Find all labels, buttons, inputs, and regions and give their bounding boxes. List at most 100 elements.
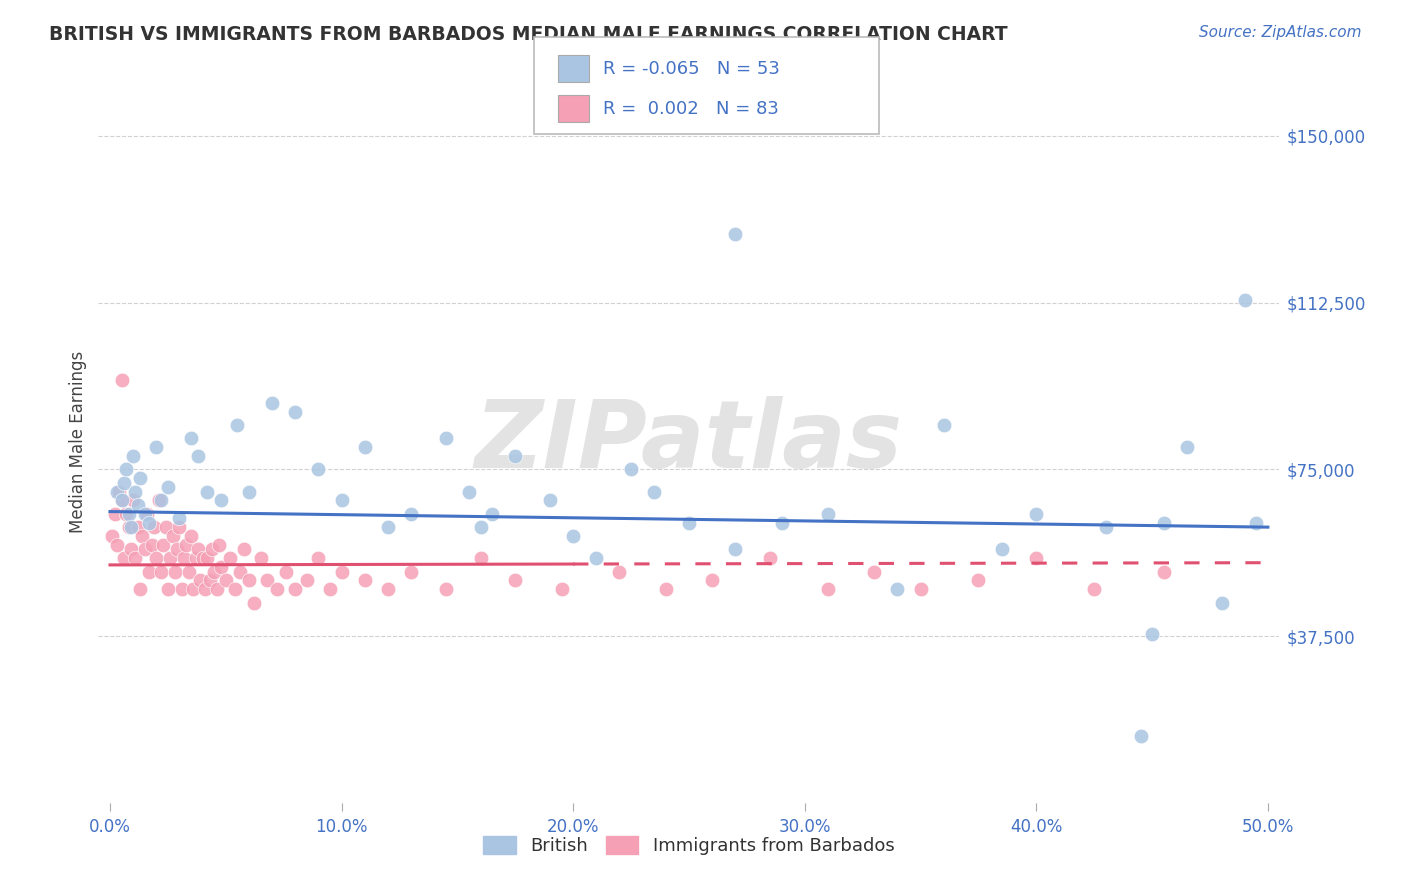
Point bbox=[105, 538, 128, 552]
Point bbox=[162, 529, 184, 543]
Point bbox=[655, 582, 678, 597]
Point bbox=[238, 574, 260, 588]
Y-axis label: Median Male Earnings: Median Male Earnings bbox=[69, 351, 87, 533]
Point bbox=[700, 574, 723, 588]
Point bbox=[209, 560, 232, 574]
Point bbox=[215, 574, 238, 588]
Point bbox=[122, 493, 145, 508]
Point bbox=[724, 227, 747, 241]
Point bbox=[176, 538, 198, 552]
Point bbox=[201, 542, 224, 557]
Point bbox=[163, 565, 186, 579]
Point bbox=[458, 484, 481, 499]
Point bbox=[1246, 516, 1268, 530]
Point bbox=[233, 542, 256, 557]
Point bbox=[1025, 507, 1047, 521]
Point bbox=[143, 520, 166, 534]
Point bbox=[180, 431, 202, 445]
Point bbox=[152, 538, 174, 552]
Point bbox=[127, 498, 149, 512]
Point bbox=[105, 484, 128, 499]
Point bbox=[191, 551, 214, 566]
Point bbox=[184, 551, 207, 566]
Point bbox=[156, 480, 179, 494]
Point bbox=[145, 440, 167, 454]
Point bbox=[195, 484, 218, 499]
Point bbox=[115, 462, 138, 476]
Point bbox=[187, 542, 209, 557]
Point bbox=[187, 449, 209, 463]
Point bbox=[110, 373, 132, 387]
Point bbox=[112, 475, 135, 490]
Point bbox=[1083, 582, 1105, 597]
Point bbox=[134, 542, 156, 557]
Point bbox=[399, 507, 422, 521]
Point bbox=[678, 516, 700, 530]
Point bbox=[173, 551, 195, 566]
Point bbox=[434, 582, 457, 597]
Point bbox=[195, 551, 218, 566]
Point bbox=[205, 582, 228, 597]
Point bbox=[330, 565, 353, 579]
Point bbox=[188, 574, 211, 588]
Point bbox=[110, 493, 132, 508]
Point bbox=[145, 551, 167, 566]
Point bbox=[609, 565, 631, 579]
Point bbox=[353, 440, 375, 454]
Point bbox=[166, 542, 188, 557]
Point bbox=[256, 574, 278, 588]
Point bbox=[470, 551, 492, 566]
Point bbox=[124, 551, 146, 566]
Point bbox=[141, 538, 163, 552]
Point bbox=[138, 565, 160, 579]
Point bbox=[284, 582, 307, 597]
Point bbox=[131, 529, 153, 543]
Point bbox=[104, 507, 127, 521]
Point bbox=[470, 520, 492, 534]
Point bbox=[1233, 293, 1256, 308]
Point bbox=[503, 449, 526, 463]
Point bbox=[169, 511, 191, 525]
Point bbox=[990, 542, 1012, 557]
Point bbox=[136, 507, 159, 521]
Point bbox=[202, 565, 225, 579]
Point bbox=[967, 574, 990, 588]
Point bbox=[110, 493, 132, 508]
Point bbox=[886, 582, 908, 597]
Point bbox=[330, 493, 353, 508]
Point bbox=[149, 493, 172, 508]
Point bbox=[307, 551, 329, 566]
Point bbox=[262, 395, 284, 409]
Point bbox=[353, 574, 375, 588]
Point bbox=[108, 484, 131, 499]
Point bbox=[149, 565, 172, 579]
Point bbox=[759, 551, 782, 566]
Point bbox=[817, 507, 839, 521]
Point bbox=[503, 574, 526, 588]
Point bbox=[770, 516, 793, 530]
Point bbox=[122, 449, 145, 463]
Point bbox=[224, 582, 246, 597]
Point bbox=[148, 493, 170, 508]
Point bbox=[120, 542, 142, 557]
Point bbox=[284, 404, 307, 418]
Point bbox=[550, 582, 572, 597]
Point bbox=[274, 565, 297, 579]
Point bbox=[198, 574, 221, 588]
Point bbox=[129, 582, 152, 597]
Point bbox=[155, 520, 177, 534]
Point bbox=[1153, 516, 1175, 530]
Point bbox=[115, 507, 138, 521]
Point bbox=[1153, 565, 1175, 579]
Point bbox=[249, 551, 271, 566]
Legend: British, Immigrants from Barbados: British, Immigrants from Barbados bbox=[477, 829, 901, 863]
Point bbox=[1094, 520, 1116, 534]
Point bbox=[538, 493, 561, 508]
Text: BRITISH VS IMMIGRANTS FROM BARBADOS MEDIAN MALE EARNINGS CORRELATION CHART: BRITISH VS IMMIGRANTS FROM BARBADOS MEDI… bbox=[49, 25, 1008, 44]
Point bbox=[209, 493, 232, 508]
Point bbox=[307, 462, 329, 476]
Point bbox=[399, 565, 422, 579]
Point bbox=[177, 565, 200, 579]
Point bbox=[194, 582, 217, 597]
Point bbox=[180, 529, 202, 543]
